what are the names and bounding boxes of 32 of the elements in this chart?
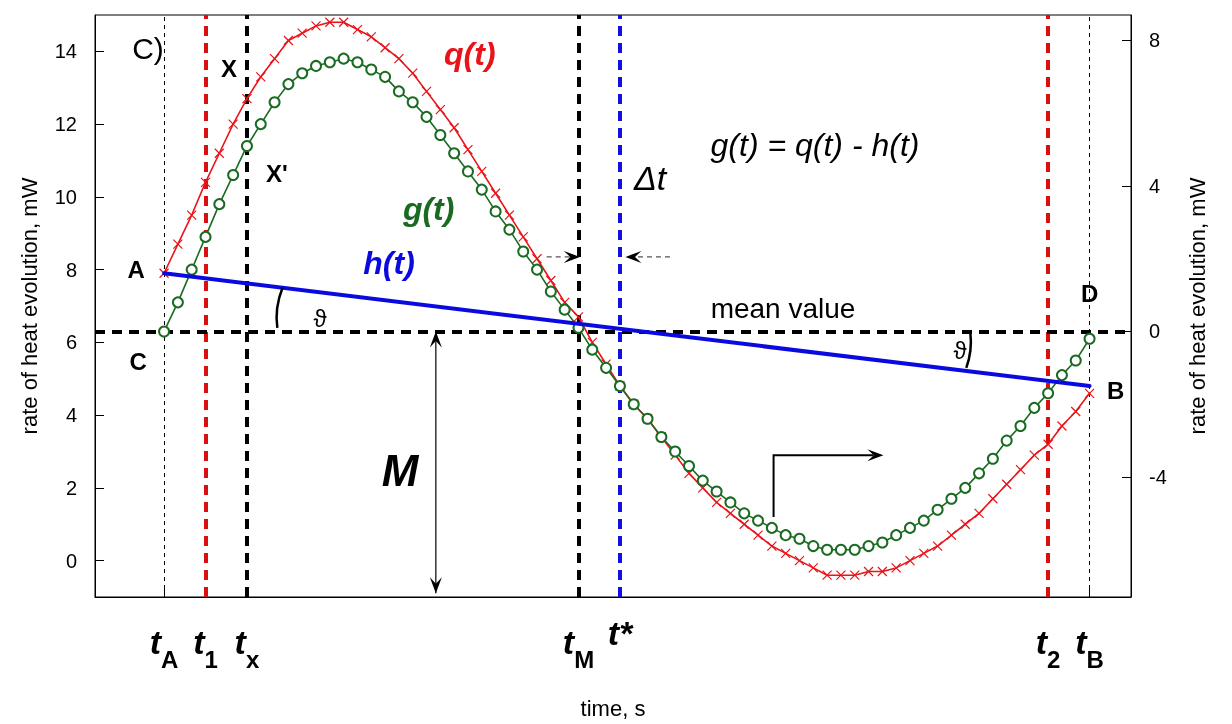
annotation: X <box>220 55 237 83</box>
annotation: X' <box>266 160 288 188</box>
y-tick-label: 12 <box>54 113 77 136</box>
x-tick-label: t* <box>607 614 634 652</box>
y-tick-label: 4 <box>65 404 77 427</box>
y-tick-label: 0 <box>65 549 77 572</box>
x-axis-title: time, s <box>580 695 646 721</box>
y-tick-label: 10 <box>54 185 77 208</box>
y-tick-label: 14 <box>54 40 77 63</box>
y2-axis-title: rate of heat evolution, mW <box>1184 177 1210 435</box>
y-tick-label: 8 <box>65 258 77 281</box>
annotation: A <box>127 255 145 283</box>
series-label: h(t) <box>363 245 415 282</box>
y-axis-title: rate of heat evolution, mW <box>16 177 42 435</box>
annotation: C) <box>132 31 164 65</box>
ref-line-label: mean value <box>710 292 856 324</box>
annotation: C <box>129 347 147 375</box>
y-tick-label: 6 <box>65 331 77 354</box>
y2-tick-label: -4 <box>1149 465 1167 488</box>
y2-tick-label: 0 <box>1149 320 1161 343</box>
series-label: g(t) <box>401 190 455 227</box>
y-tick-label: 2 <box>65 476 77 499</box>
annotation: M <box>381 445 420 495</box>
annotation: D <box>1080 279 1099 307</box>
annotation: ϑ <box>953 336 967 364</box>
y2-tick-label: 4 <box>1149 174 1161 197</box>
annotation: Δt <box>632 159 668 197</box>
annotation: ϑ <box>313 304 327 332</box>
y2-tick-label: 8 <box>1149 29 1161 52</box>
annotation: g(t) = q(t) - h(t) <box>710 127 920 163</box>
annotation: B <box>1106 376 1125 404</box>
series-label: q(t) <box>444 36 496 73</box>
